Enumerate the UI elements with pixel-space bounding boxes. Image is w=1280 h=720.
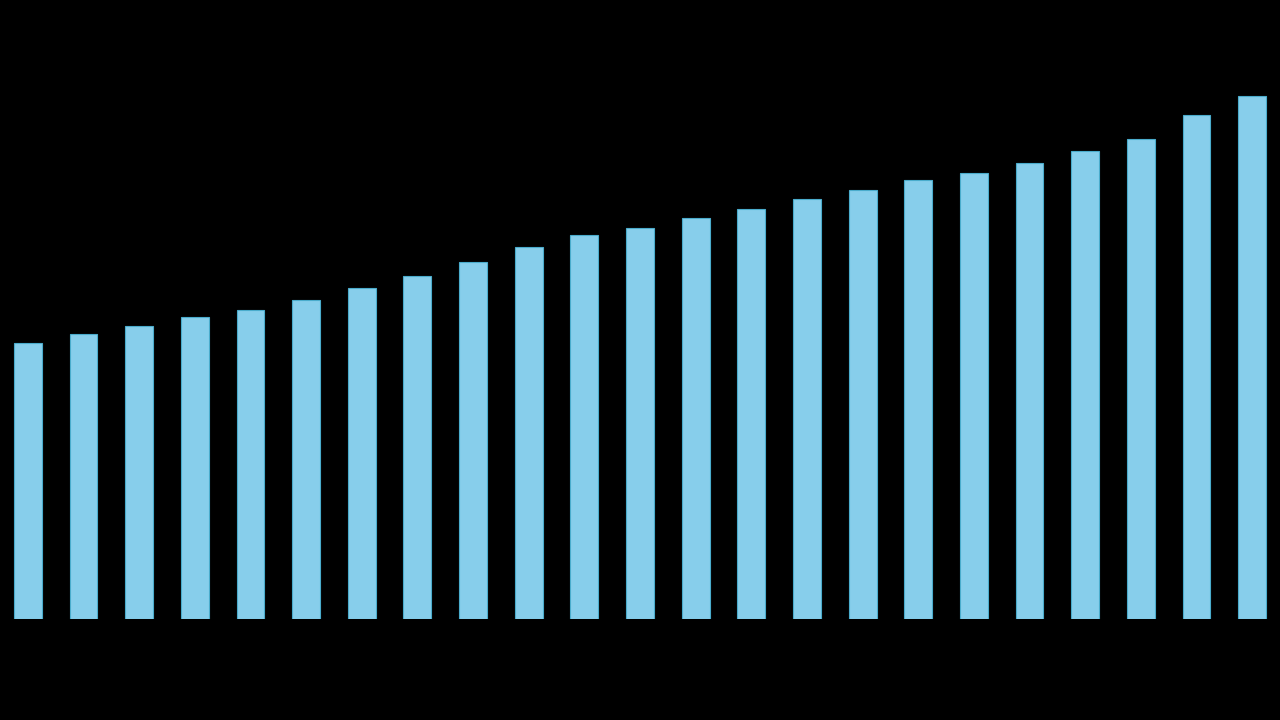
Bar	[737, 209, 765, 619]
Bar	[960, 173, 988, 619]
Bar	[1183, 115, 1211, 619]
Bar	[237, 310, 265, 619]
Bar	[69, 333, 97, 619]
Bar	[682, 218, 709, 619]
Bar	[403, 276, 431, 619]
Bar	[14, 343, 42, 619]
Bar	[515, 247, 543, 619]
Bar	[460, 261, 486, 619]
Bar	[571, 235, 598, 619]
Bar	[849, 189, 877, 619]
Bar	[180, 317, 209, 619]
Bar	[905, 180, 932, 619]
Bar	[1015, 163, 1043, 619]
Bar	[794, 199, 820, 619]
Bar	[292, 300, 320, 619]
Bar	[626, 228, 654, 619]
Bar	[1238, 96, 1266, 619]
Bar	[125, 326, 154, 619]
Bar	[1126, 139, 1155, 619]
Bar	[348, 288, 375, 619]
Bar	[1071, 151, 1100, 619]
